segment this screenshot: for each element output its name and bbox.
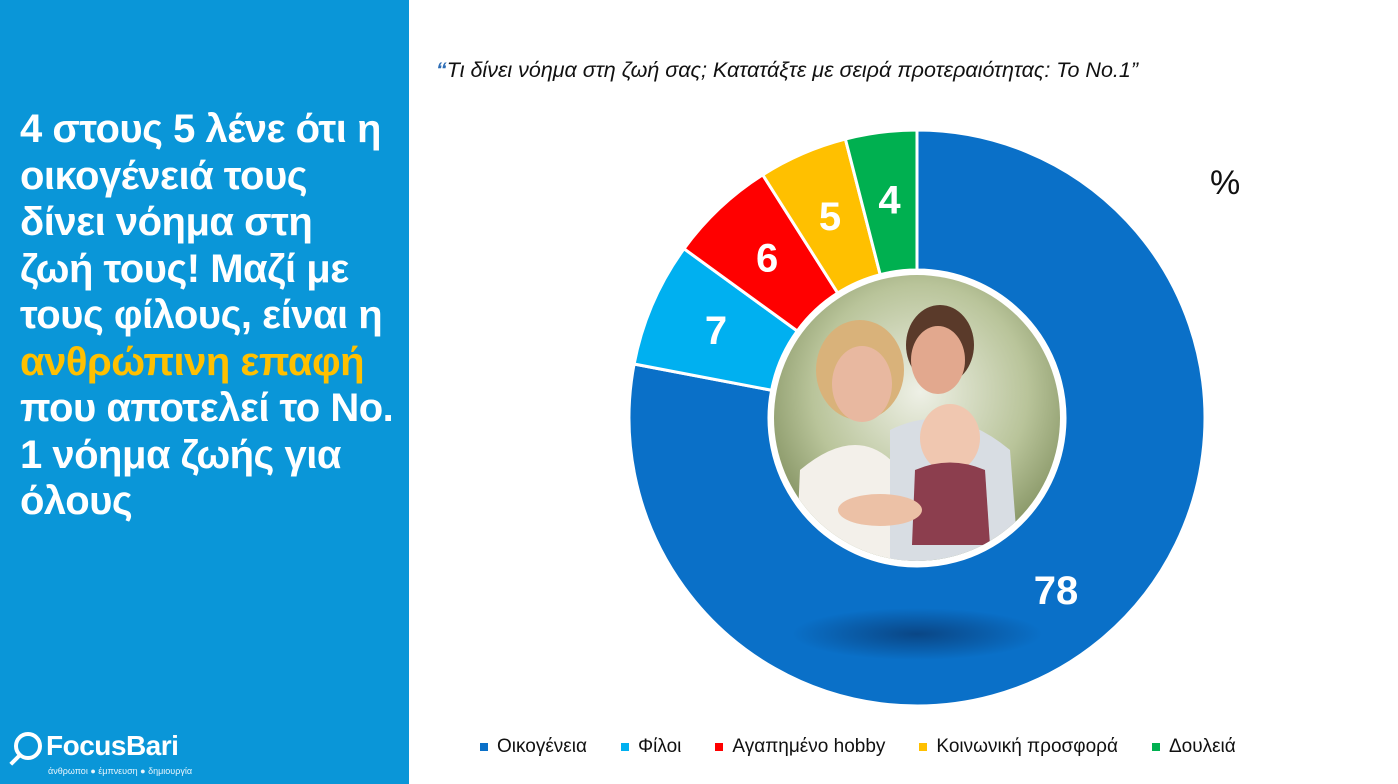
logo-tagline: άνθρωποι ● έμπνευση ● δημιουργία xyxy=(48,766,193,776)
legend-label: Κοινωνική προσφορά xyxy=(936,736,1118,757)
data-label: 4 xyxy=(878,179,901,223)
legend-swatch xyxy=(480,743,488,751)
chart-title-text: Τι δίνει νόημα στη ζωή σας; Κατατάξτε με… xyxy=(446,58,1138,82)
legend-label: Δουλειά xyxy=(1168,736,1236,757)
legend-swatch xyxy=(919,743,928,751)
legend-item-friends: Φίλοι xyxy=(620,736,682,758)
quote-mark: “ xyxy=(436,58,447,82)
family-photo xyxy=(769,270,1065,566)
headline-text-part1: 4 στους 5 λένε ότι η οικογένειά τους δίν… xyxy=(20,107,383,337)
data-label: 7 xyxy=(705,309,727,353)
legend-swatch xyxy=(1151,743,1160,751)
data-labels: 78 765 4 xyxy=(705,179,1078,613)
magnifier-logo-icon xyxy=(14,732,42,760)
slice-shadow xyxy=(792,608,1042,660)
data-label: 5 xyxy=(819,195,841,239)
focusbari-logo: FocusBari άνθρωποι ● έμπνευση ● δημιουργ… xyxy=(14,728,254,780)
headline-highlight: ανθρώπινη επαφή xyxy=(20,339,365,384)
legend-item-social: Κοινωνική προσφορά xyxy=(919,736,1118,758)
chart-legend: Οικογένεια Φίλοι Αγαπημένο hobby Κοινωνι… xyxy=(480,734,1380,760)
data-label: 6 xyxy=(756,236,778,280)
sidebar-panel: 4 στους 5 λένε ότι η οικογένειά τους δίν… xyxy=(0,0,409,784)
headline: 4 στους 5 λένε ότι η οικογένειά τους δίν… xyxy=(20,106,395,525)
legend-label: Αγαπημένο hobby xyxy=(732,736,886,757)
legend-label: Φίλοι xyxy=(637,736,682,757)
data-label: 78 xyxy=(1034,569,1079,613)
legend-label: Οικογένεια xyxy=(497,736,587,757)
unit-label: % xyxy=(1210,164,1241,202)
logo-name: FocusBari xyxy=(46,730,179,761)
chart-title: “Τι δίνει νόημα στη ζωή σας; Κατατάξτε μ… xyxy=(436,58,1376,83)
legend-swatch xyxy=(620,743,629,751)
legend-item-family: Οικογένεια xyxy=(480,736,587,758)
legend-swatch xyxy=(715,743,724,751)
legend-item-work: Δουλειά xyxy=(1151,736,1236,758)
headline-text-part2: που αποτελεί το No. 1 νόημα ζωής για όλο… xyxy=(20,386,394,523)
legend-item-hobby: Αγαπημένο hobby xyxy=(715,736,885,758)
donut-slices xyxy=(627,128,1207,708)
